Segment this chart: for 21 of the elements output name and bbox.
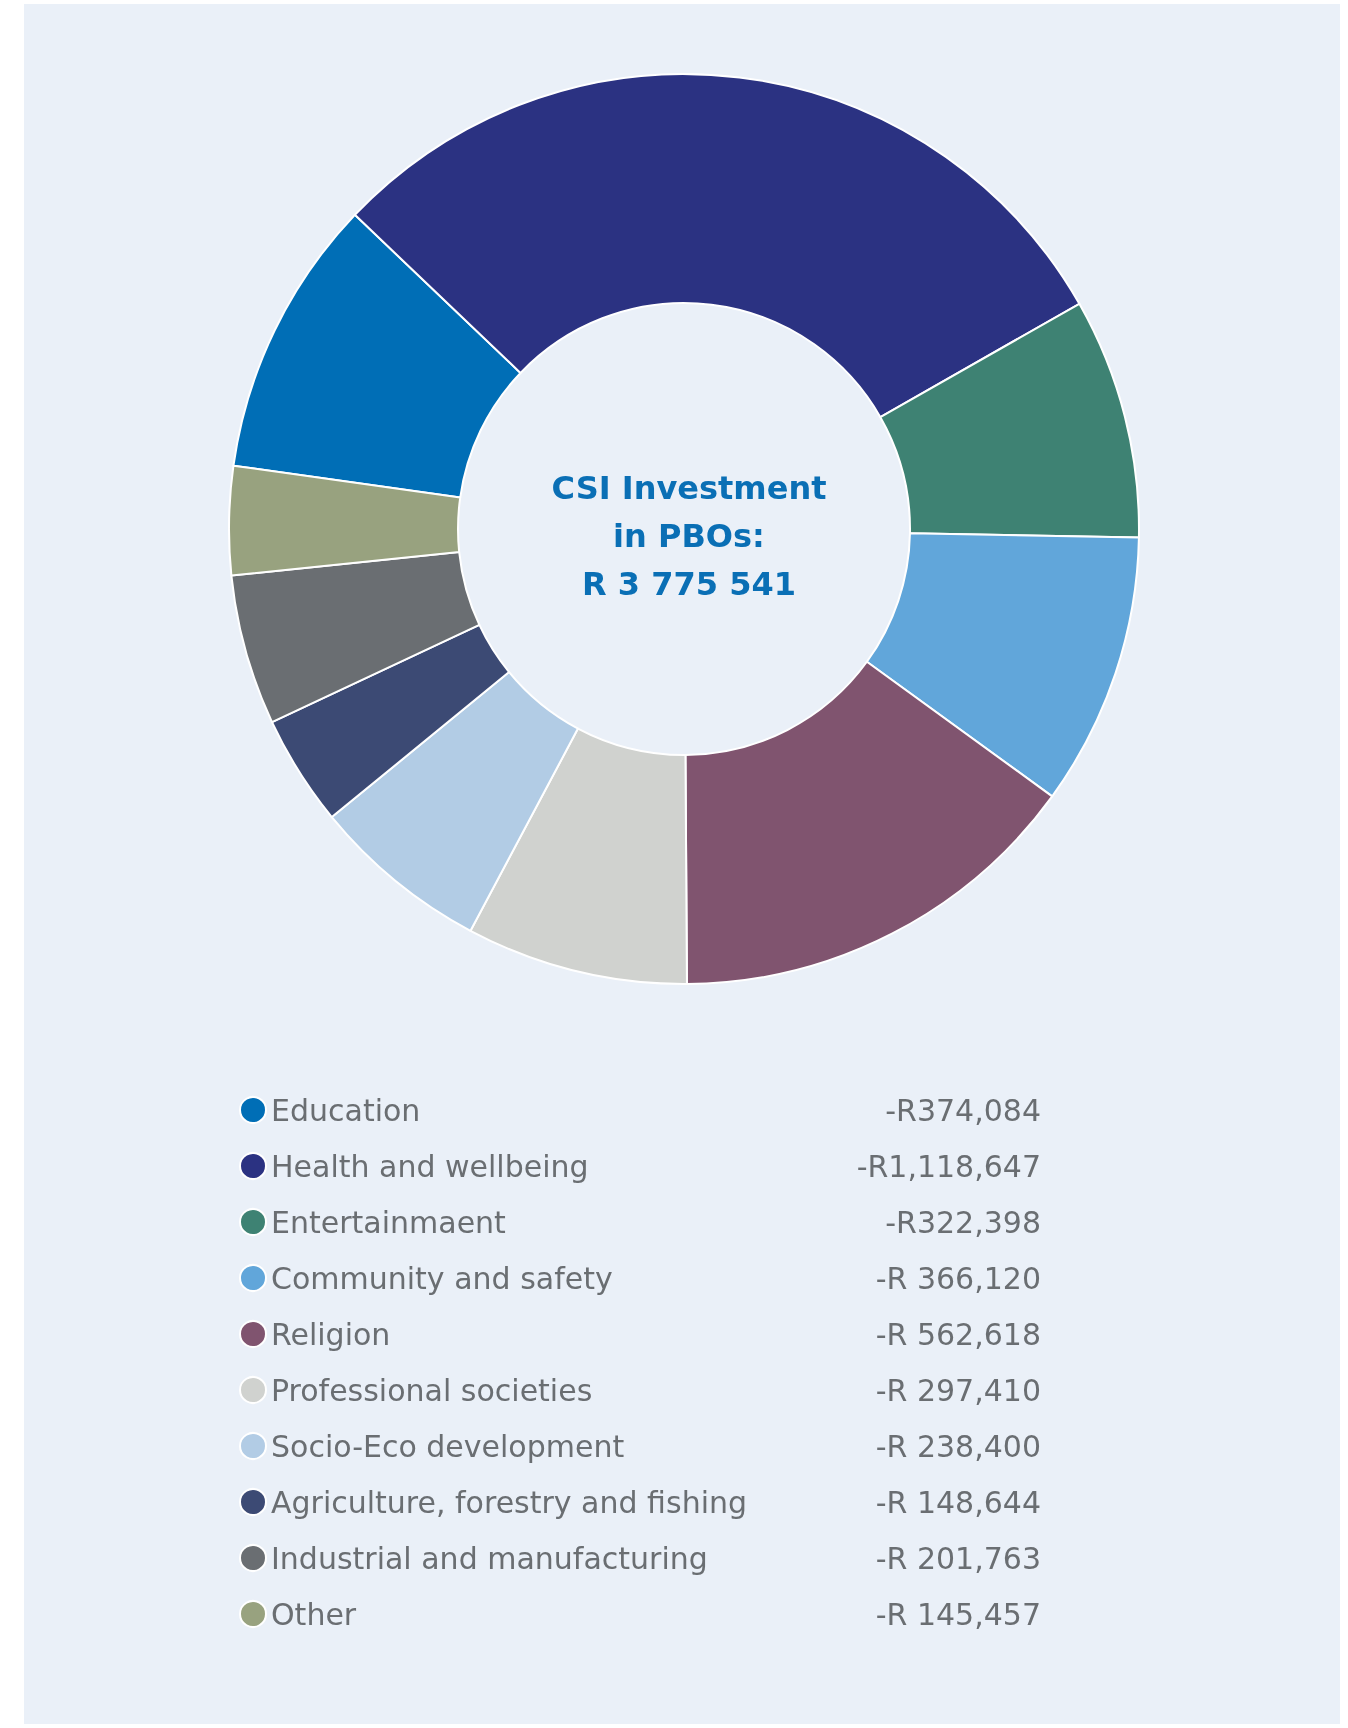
legend-label: Religion (271, 1316, 391, 1352)
legend-label: Socio-Eco development (271, 1428, 625, 1464)
data-label: -R 562,618 (875, 1316, 1041, 1352)
data-label: -R 145,457 (875, 1596, 1041, 1632)
legend-label: Health and wellbeing (271, 1148, 589, 1184)
data-label: -R 366,120 (875, 1260, 1041, 1296)
data-label: -R374,084 (885, 1092, 1041, 1128)
data-label: -R 297,410 (875, 1372, 1041, 1408)
data-label: -R 201,763 (875, 1540, 1041, 1576)
data-label: -R 238,400 (875, 1428, 1041, 1464)
data-label: -R1,118,647 (856, 1148, 1041, 1184)
legend-label: Industrial and manufacturing (271, 1540, 708, 1576)
text: CSI Investment in PBOs: R 3 775 541 (551, 469, 827, 603)
legend-label: Other (271, 1596, 357, 1632)
legend-label: Professional societies (271, 1372, 593, 1408)
data-label: -R322,398 (885, 1204, 1041, 1240)
legend-label: Education (271, 1092, 421, 1128)
data-label: -R 148,644 (875, 1484, 1041, 1520)
legend-label: Entertainmaent (271, 1204, 507, 1240)
legend-label: Agriculture, forestry and fishing (271, 1484, 748, 1520)
legend-label: Community and safety (271, 1260, 613, 1296)
